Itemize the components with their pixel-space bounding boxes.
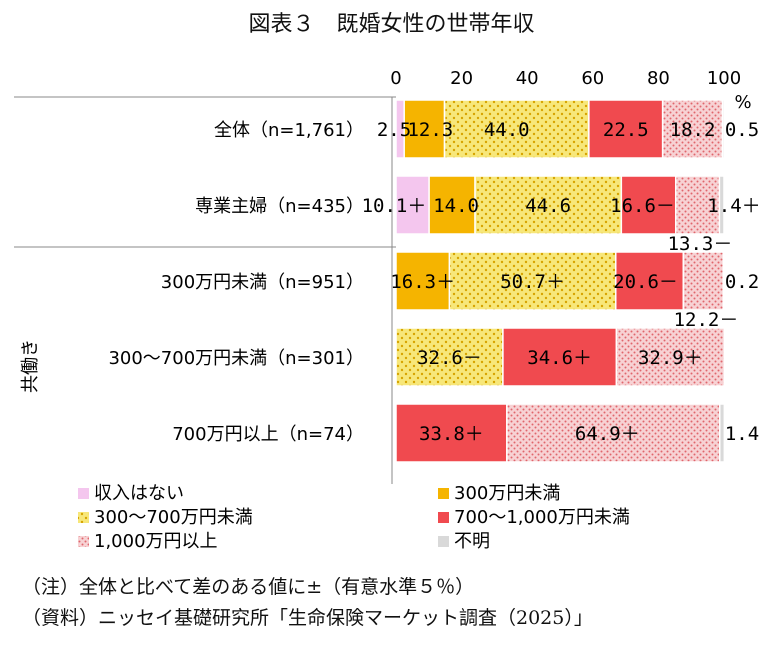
source-text: （資料）ニッセイ基礎研究所「生命保険マーケット調査（2025）」 bbox=[22, 607, 593, 629]
bar-segment bbox=[395, 251, 451, 311]
data-label: 34.6＋ bbox=[527, 347, 592, 369]
x-tick-label: 80 bbox=[647, 68, 670, 89]
legend-swatch bbox=[438, 512, 449, 523]
x-tick-label: 20 bbox=[450, 68, 473, 89]
data-label: 16.6－ bbox=[610, 195, 675, 217]
bar-segment bbox=[428, 175, 476, 235]
x-unit-label: % bbox=[734, 92, 751, 113]
data-label: 44.0 bbox=[484, 119, 530, 141]
legend-swatch bbox=[78, 512, 89, 523]
bar-segment bbox=[620, 175, 677, 235]
data-label: 20.6－ bbox=[613, 271, 678, 293]
data-label: 14.0 bbox=[433, 195, 479, 217]
bar-segment bbox=[718, 403, 726, 463]
data-label: 1.4＋ bbox=[707, 195, 760, 217]
group-label: 共働き bbox=[20, 339, 41, 393]
data-label: 33.8＋ bbox=[419, 423, 484, 445]
bar-segment bbox=[722, 251, 725, 311]
data-label: 2.5 bbox=[377, 119, 411, 141]
bar-segment bbox=[395, 175, 430, 235]
category-label: 300万円未満（n=951） bbox=[161, 272, 364, 293]
legend-swatch bbox=[438, 488, 449, 499]
legend-swatch bbox=[78, 488, 89, 499]
data-label: 16.3＋ bbox=[390, 271, 455, 293]
bar-segment bbox=[395, 403, 508, 463]
legend-label: 300万円未満 bbox=[454, 483, 560, 504]
legend-swatch bbox=[438, 536, 449, 547]
data-label: 64.9＋ bbox=[575, 423, 640, 445]
legend-label: 1,000万円以上 bbox=[94, 531, 218, 552]
x-tick-label: 0 bbox=[390, 68, 401, 89]
bar-segment bbox=[443, 99, 590, 159]
data-label: 32.6－ bbox=[417, 347, 482, 369]
legend-label: 収入はない bbox=[94, 483, 184, 504]
data-label: 22.5 bbox=[603, 119, 649, 141]
category-label: 300～700万円未満（n=301） bbox=[108, 348, 364, 369]
data-label: 10.1＋ bbox=[362, 195, 427, 217]
bar-segment bbox=[615, 251, 685, 311]
bar-segment bbox=[502, 327, 618, 387]
legend-label: 300～700万円未満 bbox=[94, 507, 253, 528]
category-label: 専業主婦（n=435） bbox=[195, 196, 364, 217]
category-label: 700万円以上（n=74） bbox=[172, 424, 364, 445]
x-tick-label: 100 bbox=[707, 68, 741, 89]
legend-label: 不明 bbox=[454, 531, 490, 552]
bar-segment bbox=[661, 99, 724, 159]
bar-segment bbox=[588, 99, 664, 159]
data-label: 12.3 bbox=[407, 119, 453, 141]
bar-segment bbox=[506, 403, 721, 463]
data-label: 44.6 bbox=[525, 195, 571, 217]
data-label: 12.2－ bbox=[674, 309, 739, 331]
data-label: 50.7＋ bbox=[500, 271, 565, 293]
data-label: 18.2 bbox=[670, 119, 716, 141]
data-label: 32.9＋ bbox=[638, 347, 703, 369]
bar-segment bbox=[474, 175, 623, 235]
bar-segment bbox=[682, 251, 725, 311]
legend-label: 700～1,000万円未満 bbox=[454, 507, 630, 528]
bar-segment bbox=[615, 327, 726, 387]
bar-segment bbox=[718, 175, 725, 235]
data-label: 0.5 bbox=[725, 119, 759, 141]
chart-title: 図表３ 既婚女性の世帯年収 bbox=[248, 12, 535, 37]
note-text: （注）全体と比べて差のある値に±（有意水準５％） bbox=[22, 576, 475, 598]
data-label: 0.2 bbox=[725, 271, 759, 293]
x-tick-label: 60 bbox=[581, 68, 604, 89]
data-label: 13.3－ bbox=[668, 233, 733, 255]
category-label: 全体（n=1,761） bbox=[214, 120, 364, 141]
data-label: 1.4 bbox=[725, 423, 759, 445]
bar-segment bbox=[721, 99, 725, 159]
legend-swatch bbox=[78, 536, 89, 547]
bar-segment bbox=[395, 327, 504, 387]
x-tick-label: 40 bbox=[516, 68, 539, 89]
